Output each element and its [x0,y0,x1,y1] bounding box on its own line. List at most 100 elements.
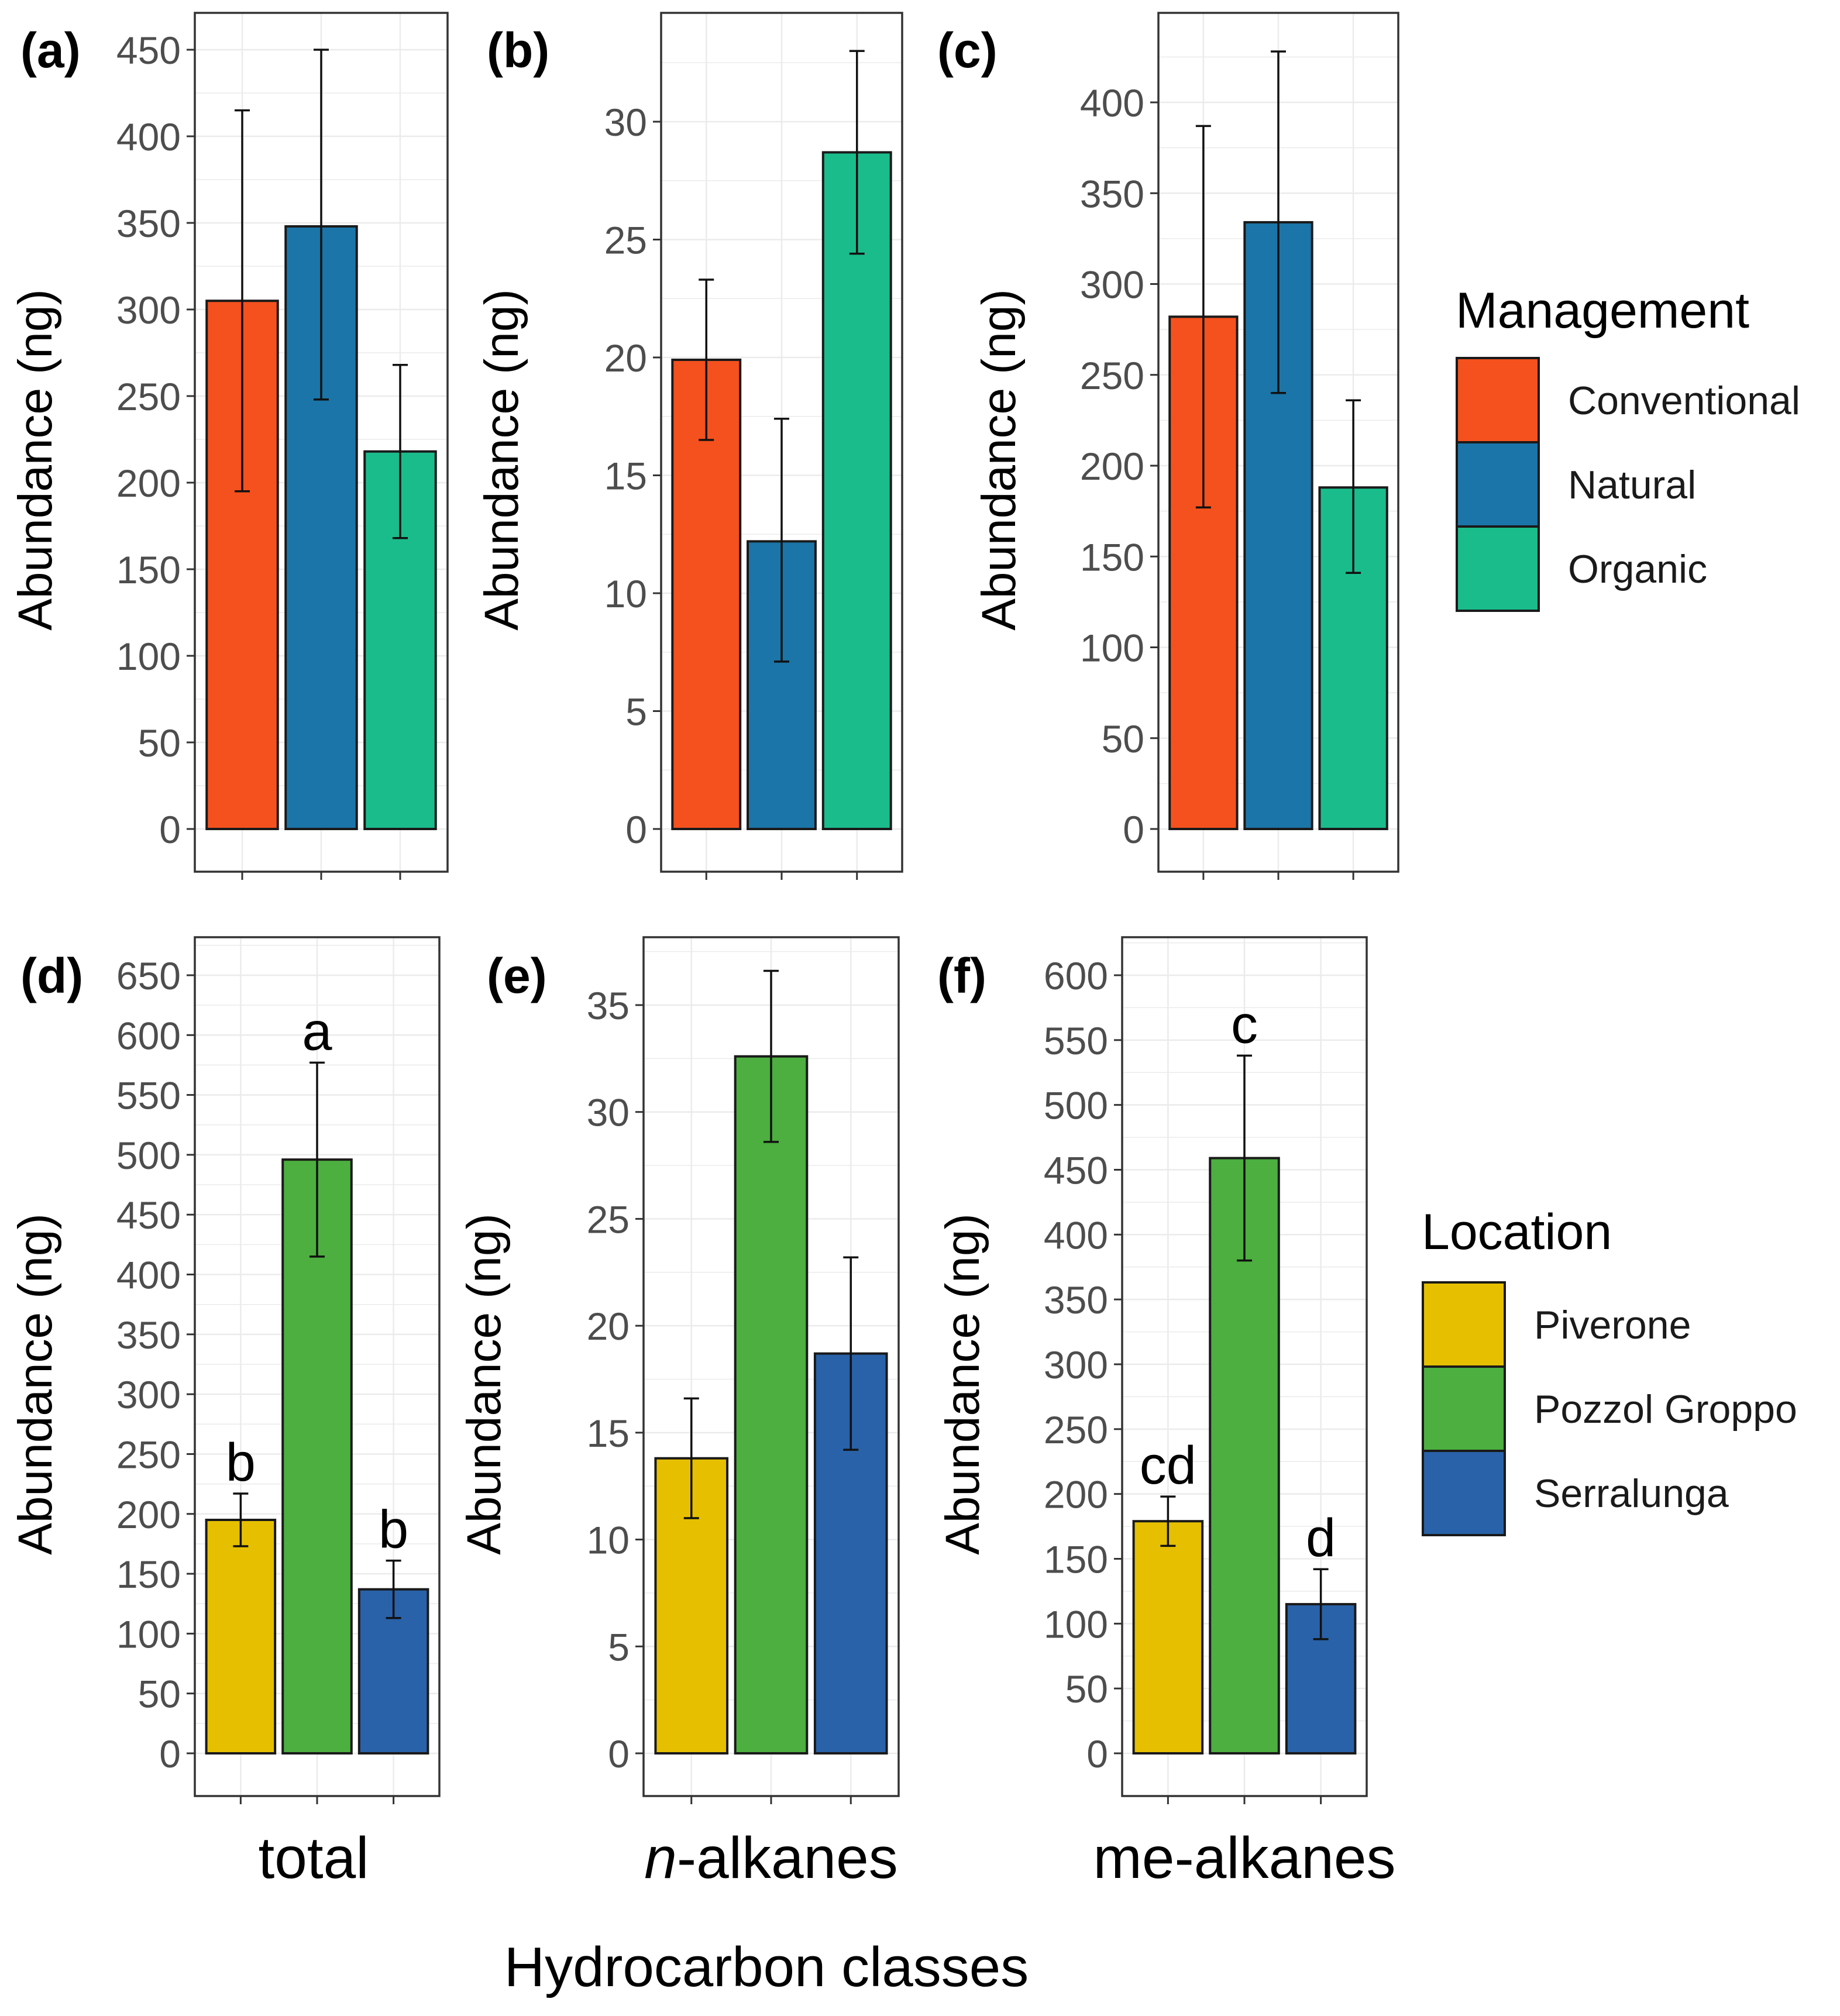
y-tick-label: 35 [587,984,630,1027]
legend-label: Piverone [1534,1303,1691,1347]
panel-letter: (a) [20,23,81,78]
y-tick-label: 150 [1080,535,1144,579]
error-bar [849,50,865,255]
panel-c: 0 50 100 150 200 250 300 350 400 Abundance (ng) (c… [937,12,1399,880]
y-tick-label: 0 [159,808,181,851]
y-tick-label: 200 [116,462,181,505]
legend-key [1456,441,1540,528]
bar-piverone [205,1519,277,1754]
legend-title: Management [1456,283,1749,339]
bar-organic [821,151,892,830]
y-axis-title: Abundance (ng) [9,1213,62,1555]
panel-b: 0 5 10 15 20 25 30 Abundance (ng) (b) [475,12,903,880]
panel-a: 0 50 100 150 200 250 300 350 400 450 Abundance (ng… [9,12,449,880]
y-axis-title: Abundance (ng) [972,289,1026,631]
y-tick-label: 450 [116,29,181,72]
bar-pozzol-groppo [281,1158,353,1754]
y-tick-label: 0 [625,808,647,851]
significance-letter: d [1306,1508,1336,1568]
y-axis-title: Abundance (ng) [9,289,62,631]
panel-letter: (d) [20,948,83,1003]
y-tick-label: 0 [1086,1732,1108,1776]
y-tick-label: 5 [608,1625,630,1668]
bar-pozzol-groppo [734,1055,809,1754]
y-tick-label: 10 [604,572,647,615]
y-tick-label: 500 [1044,1084,1108,1127]
y-tick-label: 450 [116,1193,181,1237]
y-tick-label: 550 [116,1074,181,1117]
y-tick-label: 650 [116,954,181,997]
y-axis-title: Abundance (ng) [475,289,528,631]
significance-letter: c [1231,995,1258,1054]
y-tick-label: 20 [604,336,647,380]
y-tick-label: 25 [604,219,647,262]
legend-key [1422,1365,1506,1452]
error-bar [1160,1495,1176,1547]
y-tick-label: 10 [587,1519,630,1562]
error-bar [1237,1054,1252,1262]
y-tick-label: 50 [1065,1667,1108,1711]
legend-label: Conventional [1568,379,1800,423]
y-tick-label: 250 [116,1433,181,1476]
legend-key [1422,1450,1506,1536]
y-tick-label: 50 [138,721,181,765]
legend-location: Location Piverone Pozzol Groppo Serralunga [1422,1204,1797,1536]
y-tick-label: 0 [159,1732,181,1776]
error-bar [699,278,714,441]
y-tick-label: 25 [587,1198,630,1241]
y-tick-label: 350 [116,1313,181,1357]
y-tick-label: 300 [1080,263,1144,307]
y-tick-label: 0 [608,1732,630,1776]
y-tick-label: 100 [116,635,181,678]
error-bar [314,49,329,401]
y-tick-label: 30 [587,1091,630,1134]
y-tick-label: 350 [1044,1278,1108,1322]
y-tick-label: 15 [587,1412,630,1455]
category-label: n-alkanes [644,1825,898,1891]
y-tick-label: 150 [116,1553,181,1596]
error-bar [393,363,408,539]
y-tick-label: 100 [1080,627,1144,670]
y-tick-label: 15 [604,455,647,498]
panel-f: cdcd050100150200250300350400450500550600… [936,936,1368,1804]
y-tick-label: 200 [1044,1473,1108,1516]
y-tick-label: 30 [604,101,647,144]
y-tick-label: 250 [1044,1408,1108,1451]
y-tick-label: 500 [116,1134,181,1177]
y-tick-label: 350 [116,202,181,245]
category-label: total [258,1825,369,1891]
error-bar [763,969,779,1143]
y-tick-label: 200 [1080,445,1144,488]
y-tick-label: 250 [1080,354,1144,397]
error-bar [235,109,250,493]
y-axis-title: Abundance (ng) [458,1213,511,1555]
x-axis-title: Hydrocarbon classes [504,1936,1029,1998]
error-bar [683,1397,699,1519]
y-axis-title: Abundance (ng) [936,1213,989,1555]
y-tick-label: 0 [1123,808,1144,851]
error-bar [233,1492,249,1547]
legends: Management Conventional Natural Organic Loca… [1422,283,1800,1536]
y-tick-label: 250 [116,375,181,418]
category-labels: total n-alkanes me-alkanes [258,1825,1395,1891]
legend-key [1456,525,1540,612]
y-tick-label: 400 [1044,1213,1108,1257]
significance-letter: b [226,1433,256,1492]
legend-management: Management Conventional Natural Organic [1456,283,1800,612]
y-tick-label: 600 [1044,954,1108,997]
significance-letter: b [379,1500,408,1560]
error-bar [309,1061,325,1258]
y-tick-label: 400 [116,1254,181,1297]
error-bar [1313,1568,1329,1640]
legend-key [1456,357,1540,443]
y-tick-label: 5 [625,690,647,734]
y-tick-label: 50 [1102,717,1144,761]
y-tick-label: 300 [116,1373,181,1416]
error-bar [1271,50,1286,394]
panel-letter: (e) [487,948,547,1003]
legend-label: Pozzol Groppo [1534,1387,1797,1432]
significance-letter: a [302,1002,332,1061]
y-tick-label: 300 [1044,1343,1108,1387]
